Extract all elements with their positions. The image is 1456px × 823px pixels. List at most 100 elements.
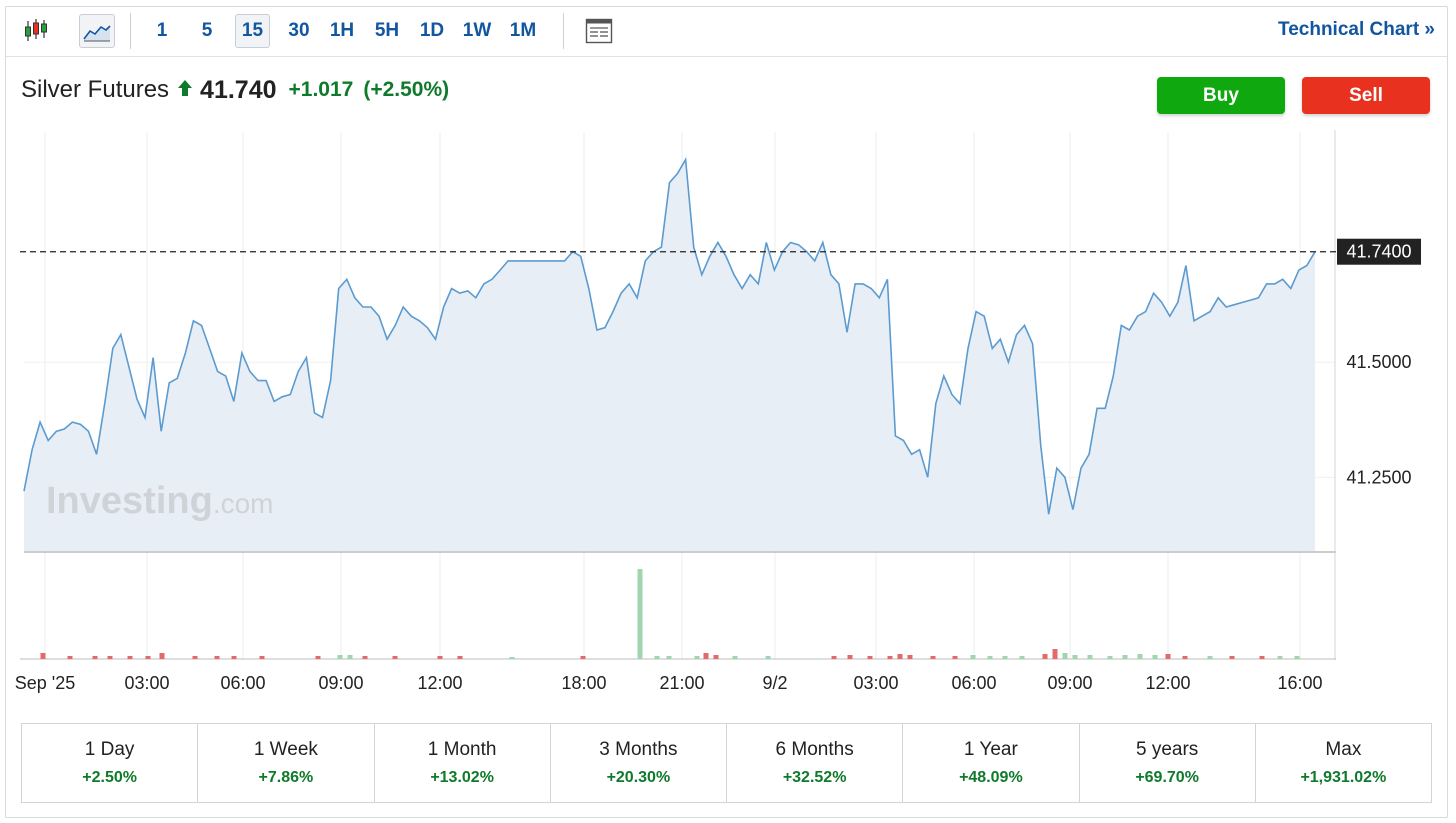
interval-1-button[interactable]: 1 [156,20,168,41]
x-tick-label: Sep '25 [15,673,76,693]
period-1-month[interactable]: 1 Month +13.02% [375,724,551,802]
period-max[interactable]: Max +1,931.02% [1256,724,1431,802]
volume-bar [970,655,976,659]
current-price-tag: 41.7400 [1337,238,1421,265]
interval-1d-button[interactable]: 1D [419,20,445,41]
volume-bar [1165,654,1171,659]
volume-bar [1207,656,1213,659]
volume-bar [92,656,98,659]
current-price-value: 41.7400 [1346,242,1411,262]
volume-bar [666,656,672,659]
interval-1h-button[interactable]: 1H [329,20,355,41]
arrow-up-icon [177,79,193,102]
volume-bar [637,569,643,659]
volume-bar [1152,655,1158,659]
interval-30-button[interactable]: 30 [288,20,310,41]
volume-bar [1062,653,1068,659]
volume-bar [952,656,958,659]
period-label: Max [1325,739,1362,760]
y-tick-label: 41.5000 [1346,352,1411,372]
volume-bar [40,653,46,659]
volume-bar [765,656,771,659]
toolbar-divider [563,13,564,49]
interval-5-button[interactable]: 5 [201,20,213,41]
volume-bar [362,656,368,659]
quote-header: Silver Futures 41.740 +1.017 (+2.50%) [21,74,449,106]
period-change: +48.09% [959,769,1023,786]
volume-bar [887,656,893,659]
data-table-icon[interactable] [584,14,614,48]
volume-bar [1294,656,1300,659]
volume-bar [847,655,853,659]
volume-bar [127,656,133,659]
period-label: 1 Month [427,739,497,760]
volume-bar [1019,656,1025,659]
period-change: +69.70% [1135,769,1199,786]
volume-bar [987,656,993,659]
volume-bar [831,656,837,659]
volume-bar [67,656,73,659]
y-axis-ticks: 41.5000 41.2500 [1346,352,1411,487]
volume-bar [437,656,443,659]
candlestick-chart-icon[interactable] [18,14,54,48]
volume-bar [1052,649,1058,659]
investing-watermark: Investing.com [46,480,274,522]
volume-bar [259,656,265,659]
volume-bar [145,656,151,659]
volume-bar [1002,656,1008,659]
interval-1w-button[interactable]: 1W [462,20,492,41]
volume-bar [1229,656,1235,659]
volume-bar [694,656,700,659]
buy-button[interactable]: Buy [1157,77,1285,114]
volume-bar [159,653,165,659]
chart-widget-frame [5,6,1448,818]
volume-bar [713,655,719,659]
volume-bar [1137,654,1143,659]
price-chart[interactable]: Investing.com 41.7400 41.5000 41.2500 Sep… [0,0,1456,723]
volume-bar [1107,656,1113,659]
period-change: +7.86% [258,769,314,786]
period-change: +20.30% [606,769,671,786]
volume-bar [315,656,321,659]
volume-bar [214,656,220,659]
line-chart-icon[interactable] [79,14,115,48]
interval-1m-button[interactable]: 1M [509,20,537,41]
period-label: 1 Year [963,739,1018,760]
period-label: 3 Months [599,739,678,760]
volume-bar [897,654,903,659]
period-change: +2.50% [82,769,137,786]
volume-bar [1042,654,1048,659]
period-label: 1 Week [253,739,318,760]
x-tick-label: 12:00 [1145,673,1190,693]
volume-bar [347,655,353,659]
volume-bar [867,656,873,659]
price-change: +1.017 [288,78,354,101]
period-3-months[interactable]: 3 Months +20.30% [551,724,727,802]
period-1-year[interactable]: 1 Year +48.09% [903,724,1080,802]
instrument-name: Silver Futures [21,76,170,103]
period-5-years[interactable]: 5 years +69.70% [1080,724,1256,802]
interval-5h-button[interactable]: 5H [374,20,400,41]
price-area [24,159,1315,551]
volume-bars [40,569,1300,659]
volume-bar [1122,655,1128,659]
price-change-percent: (+2.50%) [363,78,450,101]
x-tick-label: 06:00 [220,673,265,693]
period-6-months[interactable]: 6 Months +32.52% [727,724,904,802]
period-change: +13.02% [430,769,494,786]
volume-bar [930,656,936,659]
chart-toolbar: 1 5 15 30 1H 5H 1D 1W 1M Technical Chart… [6,7,1447,57]
technical-chart-link[interactable]: Technical Chart » [1278,19,1435,40]
period-1-week[interactable]: 1 Week +7.86% [198,724,375,802]
volume-bar [509,657,515,659]
performance-periods: 1 Day +2.50% 1 Week +7.86% 1 Month +13.02% … [21,723,1432,803]
volume-bar [732,656,738,659]
volume-bar [192,656,198,659]
period-1-day[interactable]: 1 Day +2.50% [22,724,199,802]
interval-15-button[interactable]: 15 [235,14,270,48]
volume-bar [392,656,398,659]
x-tick-label: 06:00 [951,673,996,693]
sell-button[interactable]: Sell [1302,77,1430,114]
volume-bar [1072,655,1078,659]
toolbar-divider [130,13,131,49]
